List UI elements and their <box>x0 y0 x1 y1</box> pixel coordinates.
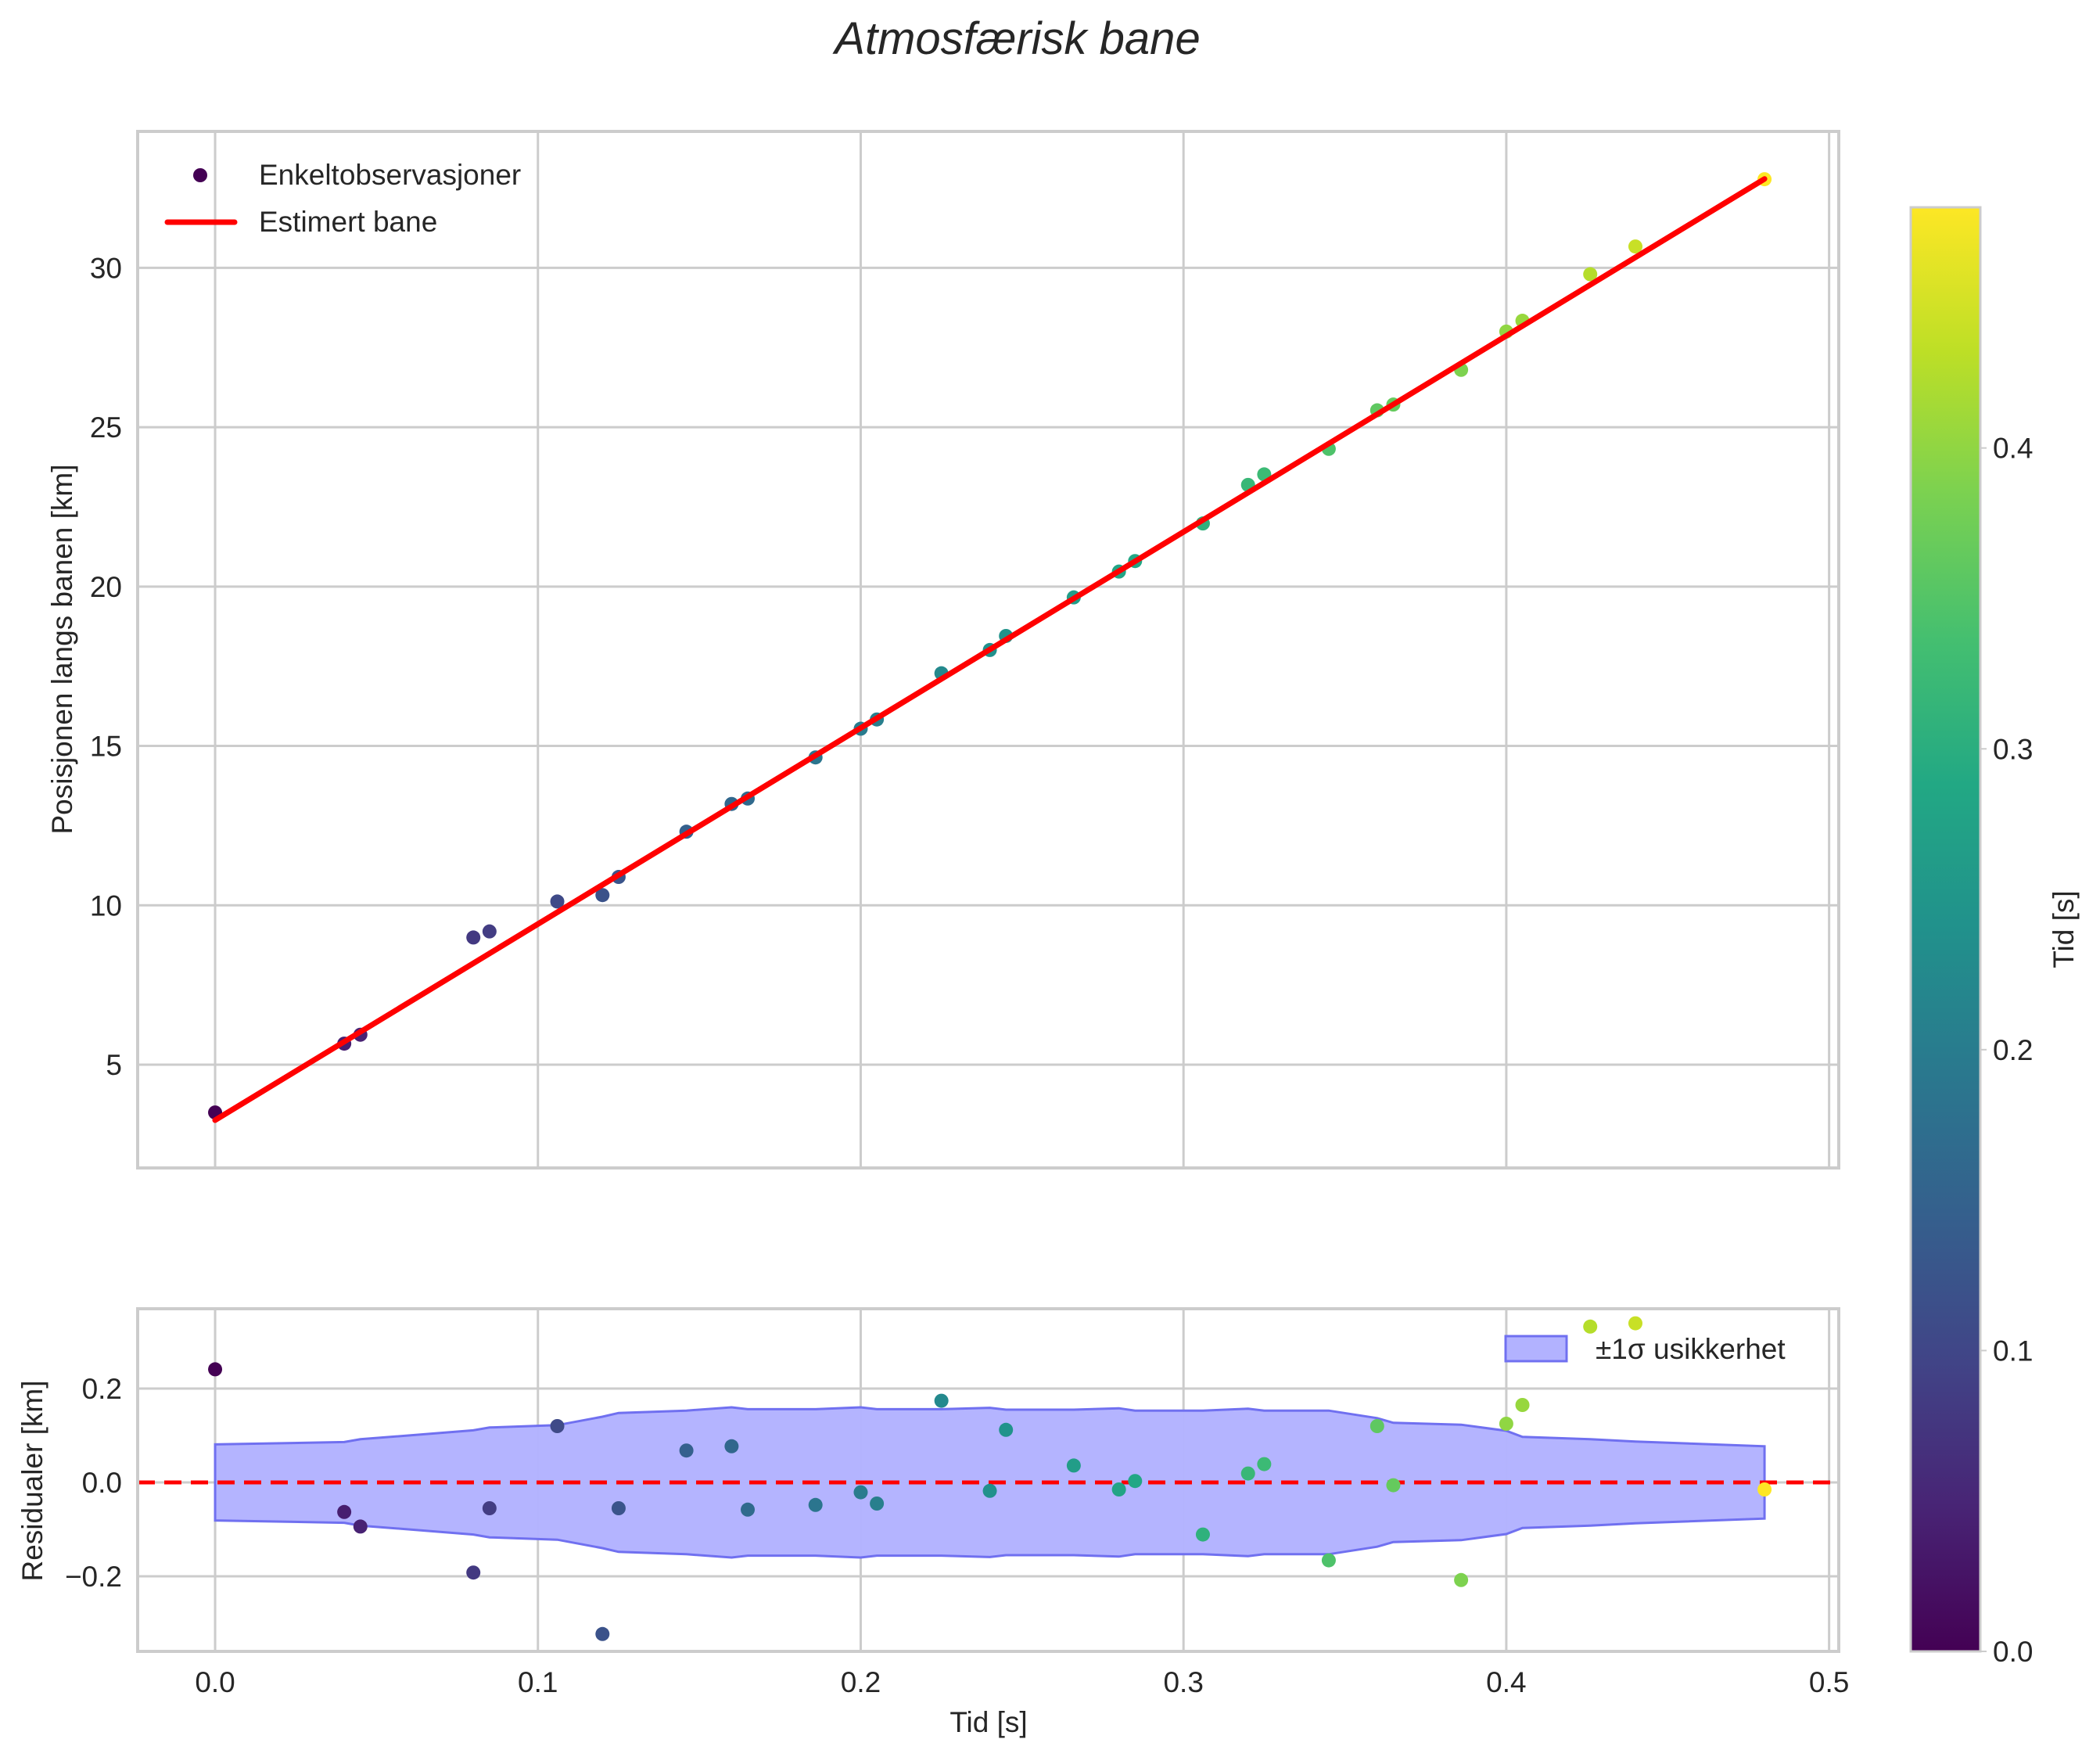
observation-point <box>482 924 497 939</box>
observation-point <box>595 888 610 903</box>
y-tick-label: 30 <box>90 252 122 284</box>
colorbar-tick-label: 0.1 <box>1993 1335 2033 1367</box>
x-tick-label: 0.3 <box>1163 1666 1203 1698</box>
position-grid <box>138 131 1839 1168</box>
residual-point <box>1583 1319 1598 1334</box>
x-tick-label: 0.0 <box>195 1666 235 1698</box>
colorbar: 0.0 0.1 0.2 0.3 0.4 Tid [s] <box>1909 206 2080 1668</box>
residual-point <box>999 1422 1014 1437</box>
chart-title: Atmosfærisk bane <box>832 13 1200 64</box>
residual-legend: ±1σ usikkerhet <box>1504 1333 1786 1365</box>
residual-tick-label: 0.2 <box>82 1373 122 1405</box>
x-tick-label: 0.5 <box>1809 1666 1849 1698</box>
colorbar-tick-label: 0.0 <box>1993 1636 2033 1668</box>
legend-fit-label: Estimert bane <box>259 206 437 238</box>
residual-point <box>1628 1316 1642 1331</box>
legend-marker-dot-icon <box>193 168 207 182</box>
residual-point <box>853 1485 868 1500</box>
residual-point <box>1066 1458 1081 1473</box>
residual-point <box>1195 1527 1210 1542</box>
y-tick-label: 20 <box>90 571 122 603</box>
residual-tick-label: −0.2 <box>65 1561 122 1593</box>
residual-point <box>870 1497 885 1511</box>
residual-ticks: 0.0 0.1 0.2 0.3 0.4 0.5 −0.2 0.0 0.2 <box>65 1373 1849 1698</box>
residual-tick-label: 0.0 <box>82 1467 122 1499</box>
residual-point <box>611 1501 626 1515</box>
observation-point <box>466 930 481 945</box>
y-tick-label: 5 <box>106 1049 122 1081</box>
residual-point <box>1257 1457 1272 1471</box>
residual-point <box>1321 1553 1336 1568</box>
residual-point <box>934 1393 949 1408</box>
residual-point <box>1386 1478 1401 1493</box>
residual-point <box>1240 1466 1255 1481</box>
residual-point <box>1515 1398 1530 1412</box>
residual-point <box>550 1419 565 1433</box>
colorbar-tick-label: 0.3 <box>1993 733 2033 765</box>
legend-band-swatch-icon <box>1504 1335 1568 1363</box>
residual-point <box>482 1501 497 1515</box>
residual-point <box>1111 1482 1126 1497</box>
residual-point <box>1369 1419 1384 1433</box>
observation-points <box>208 172 1772 1123</box>
residual-point <box>337 1504 352 1519</box>
x-axis-label: Tid [s] <box>949 1706 1027 1738</box>
position-axes-frame <box>136 130 1840 1170</box>
residual-point <box>1499 1417 1513 1431</box>
colorbar-tick-label: 0.2 <box>1993 1034 2033 1066</box>
residual-point <box>353 1519 368 1534</box>
residual-axes-frame <box>136 1307 1840 1653</box>
residual-y-label: Residualer [km] <box>16 1380 48 1581</box>
colorbar-ticks: 0.0 0.1 0.2 0.3 0.4 <box>1980 433 2033 1668</box>
observation-point <box>1628 239 1642 254</box>
residual-panel: 0.0 0.1 0.2 0.3 0.4 0.5 −0.2 0.0 0.2 Residualer … <box>16 1307 1849 1738</box>
residual-point <box>982 1483 997 1498</box>
colorbar-label: Tid [s] <box>2048 890 2080 968</box>
x-tick-label: 0.4 <box>1486 1666 1526 1698</box>
colorbar-gradient <box>1909 206 1982 1653</box>
residual-point <box>741 1502 756 1517</box>
observation-point <box>1583 267 1598 282</box>
y-tick-label: 10 <box>90 889 122 922</box>
legend-band-label: ±1σ usikkerhet <box>1596 1333 1786 1365</box>
y-tick-label: 15 <box>90 731 122 763</box>
colorbar-tick-label: 0.4 <box>1993 433 2033 465</box>
legend-observations-label: Enkeltobservasjoner <box>259 159 521 191</box>
residual-point <box>808 1497 823 1512</box>
residual-point <box>1454 1572 1469 1587</box>
residual-point <box>208 1362 223 1377</box>
observation-point <box>550 894 565 909</box>
residual-point <box>724 1439 739 1453</box>
x-tick-label: 0.2 <box>841 1666 881 1698</box>
residual-point <box>466 1565 481 1580</box>
position-legend: Enkeltobservasjoner Estimert bane <box>164 159 521 238</box>
y-tick-label: 25 <box>90 411 122 444</box>
residual-point <box>595 1626 610 1641</box>
x-tick-label: 0.1 <box>518 1666 558 1698</box>
residual-point <box>1757 1482 1772 1497</box>
residual-points <box>208 1316 1772 1641</box>
residual-point <box>1128 1474 1143 1489</box>
residual-point <box>679 1443 694 1458</box>
position-y-ticks: 5 10 15 20 25 30 <box>90 252 122 1081</box>
position-y-label: Posisjonen langs banen [km] <box>46 464 78 834</box>
